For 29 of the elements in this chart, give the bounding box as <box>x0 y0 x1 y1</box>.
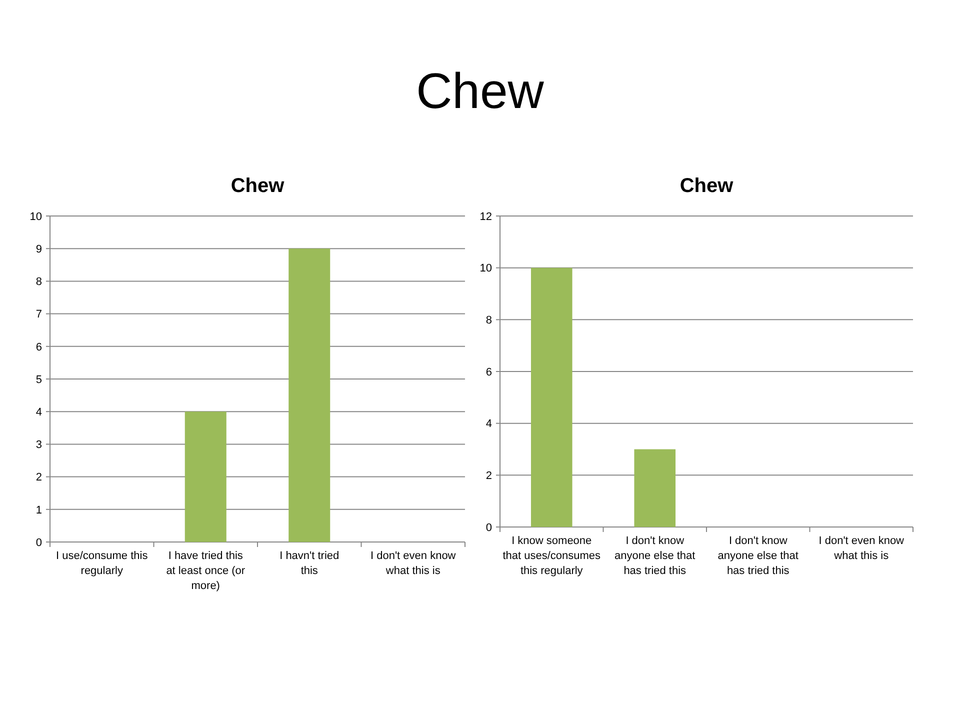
x-tick-label: I have tried this at least once (or more) <box>166 550 246 592</box>
y-tick-label: 3 <box>36 439 42 452</box>
y-tick-label: 6 <box>486 366 492 378</box>
chart-title: Chew <box>680 175 734 197</box>
y-tick-label: 10 <box>30 210 42 223</box>
y-tick-label: 1 <box>36 504 42 516</box>
x-tick-label: I don't know anyone else that has tried this <box>614 535 696 577</box>
y-tick-label: 5 <box>36 374 42 386</box>
y-tick-label: 0 <box>36 536 42 549</box>
y-tick-label: 6 <box>36 341 42 354</box>
x-tick-label: I don't know anyone else that has tried this <box>718 535 798 577</box>
y-tick-label: 10 <box>480 262 492 275</box>
y-tick-label: 9 <box>36 243 42 256</box>
x-tick-label: I know someone that uses/consumes this regularly <box>502 535 602 577</box>
y-tick-label: 4 <box>36 406 42 418</box>
y-tick-label: 7 <box>36 308 42 321</box>
y-tick-label: 12 <box>480 210 492 223</box>
x-tick-label: I don't even know what this is <box>818 535 904 562</box>
y-tick-label: 8 <box>486 314 492 327</box>
y-tick-label: 2 <box>36 472 42 484</box>
text: Chew <box>416 63 545 119</box>
x-tick-label: I don't even know what this is <box>370 550 456 577</box>
chart-title: Chew <box>230 175 285 197</box>
y-tick-label: 2 <box>486 470 492 482</box>
x-tick-label: I havn't tried this <box>280 550 340 577</box>
y-tick-label: 8 <box>36 276 42 288</box>
x-tick-label: I use/consume this regularly <box>56 550 148 577</box>
y-tick-label: 4 <box>486 418 492 430</box>
y-tick-label: 0 <box>486 522 492 534</box>
